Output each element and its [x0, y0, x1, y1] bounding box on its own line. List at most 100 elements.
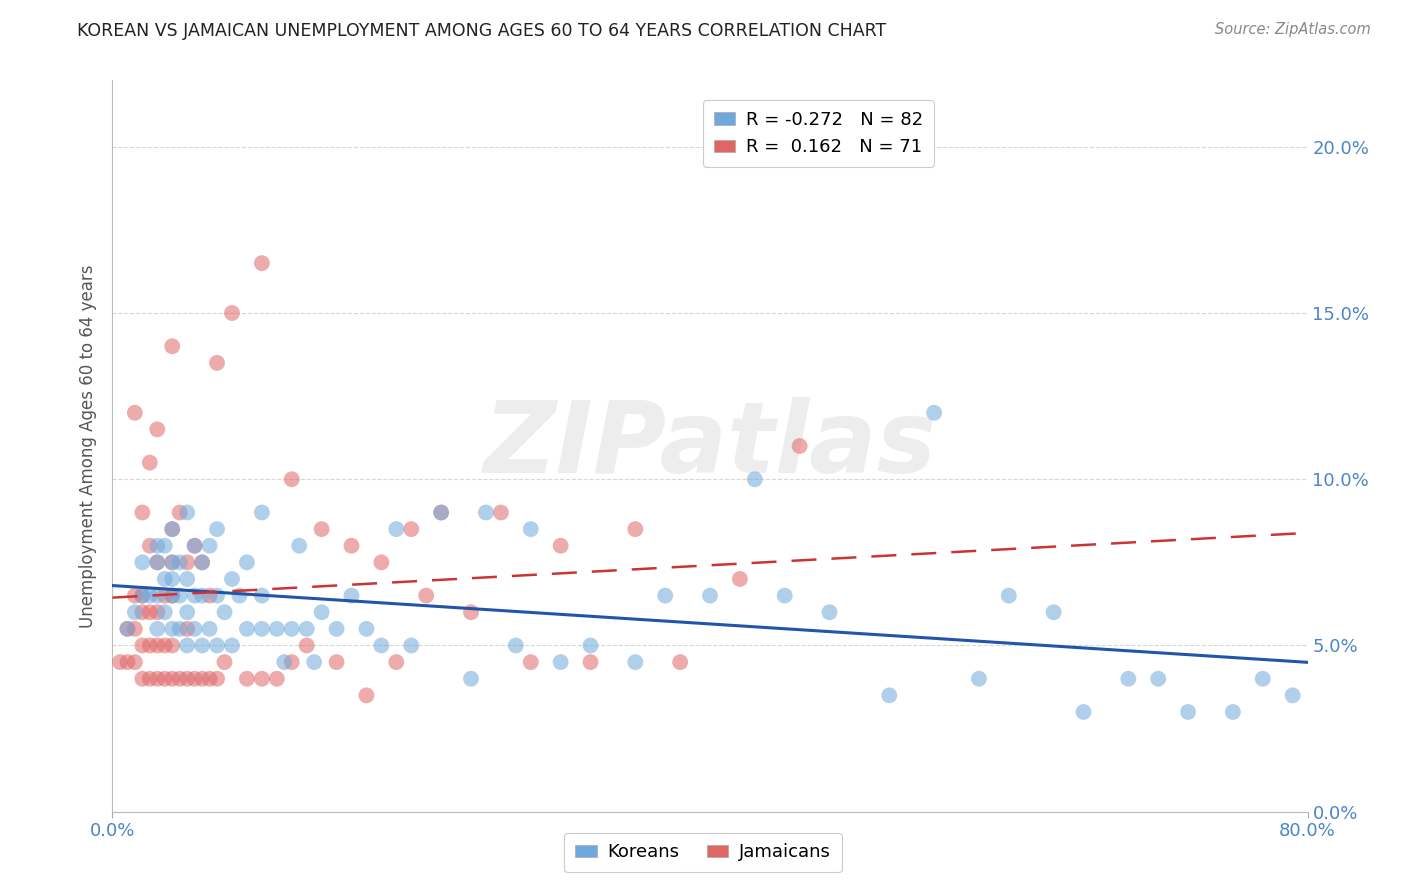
Point [205, 522, 228, 536]
Point [146, 622, 169, 636]
Point [236, 672, 259, 686]
Text: KOREAN VS JAMAICAN UNEMPLOYMENT AMONG AGES 60 TO 64 YEARS CORRELATION CHART: KOREAN VS JAMAICAN UNEMPLOYMENT AMONG AG… [77, 22, 887, 40]
Point [162, 589, 183, 603]
Point [162, 622, 183, 636]
Point [169, 589, 191, 603]
Point [198, 589, 221, 603]
Point [146, 605, 169, 619]
Point [146, 539, 169, 553]
Point [124, 622, 146, 636]
Point [162, 589, 183, 603]
Point [550, 539, 572, 553]
Point [162, 555, 183, 569]
Point [325, 622, 347, 636]
Point [1042, 605, 1064, 619]
Point [153, 672, 176, 686]
Point [370, 639, 392, 653]
Point [250, 589, 273, 603]
Point [460, 605, 482, 619]
Point [153, 605, 176, 619]
Point [176, 555, 198, 569]
Point [295, 622, 318, 636]
Point [191, 639, 214, 653]
Point [1147, 672, 1170, 686]
Point [131, 589, 153, 603]
Point [153, 539, 176, 553]
Point [818, 605, 841, 619]
Point [176, 622, 198, 636]
Point [124, 589, 146, 603]
Point [176, 506, 198, 520]
Point [430, 506, 453, 520]
Point [250, 672, 273, 686]
Point [401, 639, 423, 653]
Point [183, 539, 205, 553]
Point [295, 639, 318, 653]
Point [550, 655, 572, 669]
Point [198, 672, 221, 686]
Point [789, 439, 811, 453]
Point [153, 572, 176, 586]
Point [967, 672, 990, 686]
Point [139, 639, 162, 653]
Point [1177, 705, 1199, 719]
Point [250, 256, 273, 270]
Point [131, 639, 153, 653]
Point [669, 655, 692, 669]
Point [273, 655, 295, 669]
Point [1222, 705, 1244, 719]
Point [281, 622, 304, 636]
Point [489, 506, 512, 520]
Point [728, 572, 751, 586]
Point [131, 589, 153, 603]
Point [183, 589, 205, 603]
Point [183, 672, 205, 686]
Point [162, 639, 183, 653]
Point [415, 589, 437, 603]
Point [131, 555, 153, 569]
Point [117, 622, 139, 636]
Point [146, 555, 169, 569]
Point [205, 639, 228, 653]
Point [505, 639, 527, 653]
Point [624, 522, 647, 536]
Point [370, 555, 392, 569]
Point [146, 639, 169, 653]
Point [250, 506, 273, 520]
Point [520, 522, 543, 536]
Point [146, 422, 169, 436]
Point [922, 406, 945, 420]
Point [169, 672, 191, 686]
Point [146, 555, 169, 569]
Point [169, 555, 191, 569]
Point [183, 622, 205, 636]
Point [221, 572, 243, 586]
Point [281, 655, 304, 669]
Point [198, 622, 221, 636]
Point [288, 539, 311, 553]
Point [124, 655, 146, 669]
Text: Source: ZipAtlas.com: Source: ZipAtlas.com [1215, 22, 1371, 37]
Point [162, 555, 183, 569]
Point [340, 539, 363, 553]
Point [153, 589, 176, 603]
Point [169, 622, 191, 636]
Point [131, 605, 153, 619]
Point [124, 406, 146, 420]
Point [1073, 705, 1095, 719]
Point [266, 622, 288, 636]
Point [153, 639, 176, 653]
Point [131, 672, 153, 686]
Point [146, 589, 169, 603]
Point [744, 472, 766, 486]
Point [162, 339, 183, 353]
Point [221, 639, 243, 653]
Point [117, 622, 139, 636]
Point [214, 655, 236, 669]
Point [139, 539, 162, 553]
Point [430, 506, 453, 520]
Point [401, 522, 423, 536]
Point [879, 689, 901, 703]
Legend: Koreans, Jamaicans: Koreans, Jamaicans [564, 832, 842, 872]
Point [198, 539, 221, 553]
